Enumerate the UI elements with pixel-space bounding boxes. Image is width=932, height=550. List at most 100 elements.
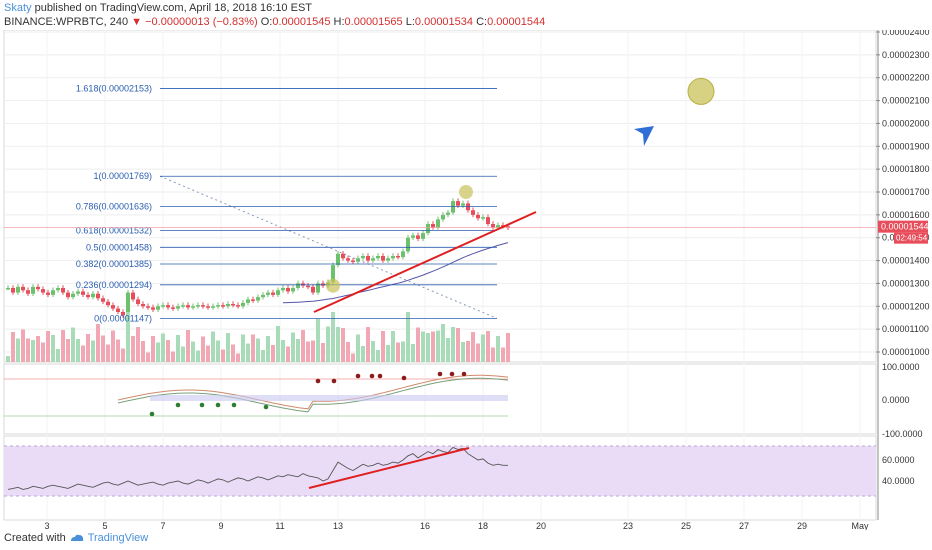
signal-dot bbox=[215, 402, 221, 408]
price-trendline bbox=[313, 211, 537, 313]
volume-bar bbox=[171, 351, 175, 362]
x-tick-label: 27 bbox=[739, 521, 749, 530]
volume-bar bbox=[206, 345, 210, 362]
volume-bar bbox=[16, 338, 20, 362]
volume-bar bbox=[56, 349, 60, 362]
candle-body bbox=[411, 235, 415, 238]
volume-bar bbox=[466, 341, 470, 362]
main-pane-frame bbox=[3, 30, 877, 363]
volume-bar bbox=[321, 343, 325, 362]
low-value: 0.00001534 bbox=[414, 16, 474, 28]
chart-canvas[interactable]: 0.00002400 0.00002300 0.00002200 0.00002100… bbox=[0, 30, 932, 530]
ohlc-line: BINANCE:WPRBTC, 240 ▼ −0.00000013 (−0.83… bbox=[4, 16, 545, 28]
volume-bar bbox=[331, 312, 335, 362]
volume-bar bbox=[36, 336, 40, 362]
candle-body bbox=[346, 258, 350, 261]
signal-dot bbox=[175, 402, 181, 408]
candle-body bbox=[81, 291, 85, 295]
volume-bar bbox=[226, 333, 230, 362]
candle-body bbox=[381, 256, 385, 261]
signal-dot bbox=[355, 373, 361, 379]
candle-body bbox=[96, 293, 100, 299]
volume-bar bbox=[256, 338, 260, 362]
oscillator-tick-label: -100.0000 bbox=[882, 429, 923, 439]
volume-bar bbox=[126, 312, 130, 362]
volume-bar bbox=[301, 330, 305, 362]
candle-body bbox=[371, 258, 375, 261]
x-tick-label: May bbox=[851, 521, 869, 530]
volume-bar bbox=[356, 334, 360, 362]
candle-body bbox=[241, 302, 245, 307]
footer: Created with TradingView bbox=[4, 532, 148, 544]
candle-body bbox=[141, 304, 145, 307]
price-tag bbox=[878, 220, 928, 233]
low-label: L: bbox=[405, 16, 415, 28]
volume-bar bbox=[101, 335, 105, 362]
volume-bar bbox=[61, 330, 65, 362]
candle-body bbox=[176, 306, 180, 309]
moving-average-line bbox=[282, 242, 509, 304]
candle-body bbox=[331, 265, 335, 283]
signal-dot bbox=[331, 378, 337, 384]
tradingview-brand[interactable]: TradingView bbox=[87, 532, 149, 544]
candle-body bbox=[366, 256, 370, 261]
volume-bar bbox=[186, 330, 190, 362]
candle-body bbox=[121, 312, 125, 316]
signal-dot bbox=[401, 375, 407, 381]
close-label: C: bbox=[476, 16, 488, 28]
rsi-trendline bbox=[308, 447, 470, 489]
volume-bar bbox=[106, 344, 110, 362]
volume-bar bbox=[446, 338, 450, 362]
candle-body bbox=[496, 225, 500, 228]
volume-bar bbox=[386, 345, 390, 362]
volume-bar bbox=[86, 334, 90, 362]
candle-body bbox=[306, 285, 310, 288]
publish-line: Skaty published on TradingView.com, Apri… bbox=[4, 2, 312, 14]
volume-bar bbox=[366, 327, 370, 362]
signal-dot bbox=[315, 378, 321, 384]
volume-bar bbox=[51, 335, 55, 362]
x-tick-label: 3 bbox=[44, 521, 49, 530]
volume-bar bbox=[121, 348, 125, 362]
volume-bar bbox=[361, 346, 365, 362]
signal-dot bbox=[369, 373, 375, 379]
change-value: −0.00000013 (−0.83%) bbox=[145, 16, 258, 28]
volume-bar bbox=[371, 341, 375, 362]
candle-body bbox=[291, 288, 295, 292]
volume-bar bbox=[46, 331, 50, 362]
candle-body bbox=[11, 288, 15, 293]
candle-body bbox=[351, 260, 355, 263]
x-tick-label: 23 bbox=[623, 521, 633, 530]
volume-bar bbox=[416, 327, 420, 362]
volume-bar bbox=[436, 330, 440, 362]
candle-body bbox=[316, 283, 320, 293]
author-name[interactable]: Skaty bbox=[4, 2, 32, 14]
volume-bar bbox=[351, 353, 355, 362]
signal-dot bbox=[199, 402, 205, 408]
signal-dot bbox=[149, 411, 155, 417]
volume-bar bbox=[391, 331, 395, 362]
candle-body bbox=[211, 306, 215, 308]
countdown-tag bbox=[894, 232, 928, 244]
high-value: 0.00001565 bbox=[344, 16, 403, 28]
close-value: 0.00001544 bbox=[487, 16, 546, 28]
candle-body bbox=[111, 305, 115, 309]
candle-body bbox=[31, 286, 35, 294]
candle-body bbox=[201, 305, 205, 307]
volume-bar bbox=[176, 335, 180, 362]
candle-body bbox=[66, 292, 70, 298]
volume-bar bbox=[291, 332, 295, 362]
candle-body bbox=[186, 305, 190, 308]
open-label: O: bbox=[260, 16, 273, 28]
volume-bar bbox=[111, 330, 115, 362]
volume-bar bbox=[66, 339, 70, 362]
candle-body bbox=[106, 301, 110, 306]
x-tick-label: 25 bbox=[681, 521, 691, 530]
x-tick-label: 18 bbox=[478, 521, 488, 530]
oscillator-line-d bbox=[117, 377, 509, 413]
candle-body bbox=[131, 292, 135, 300]
candle-body bbox=[101, 298, 105, 302]
candle-body bbox=[16, 286, 20, 293]
candle-body bbox=[416, 235, 420, 239]
candle-body bbox=[281, 288, 285, 291]
